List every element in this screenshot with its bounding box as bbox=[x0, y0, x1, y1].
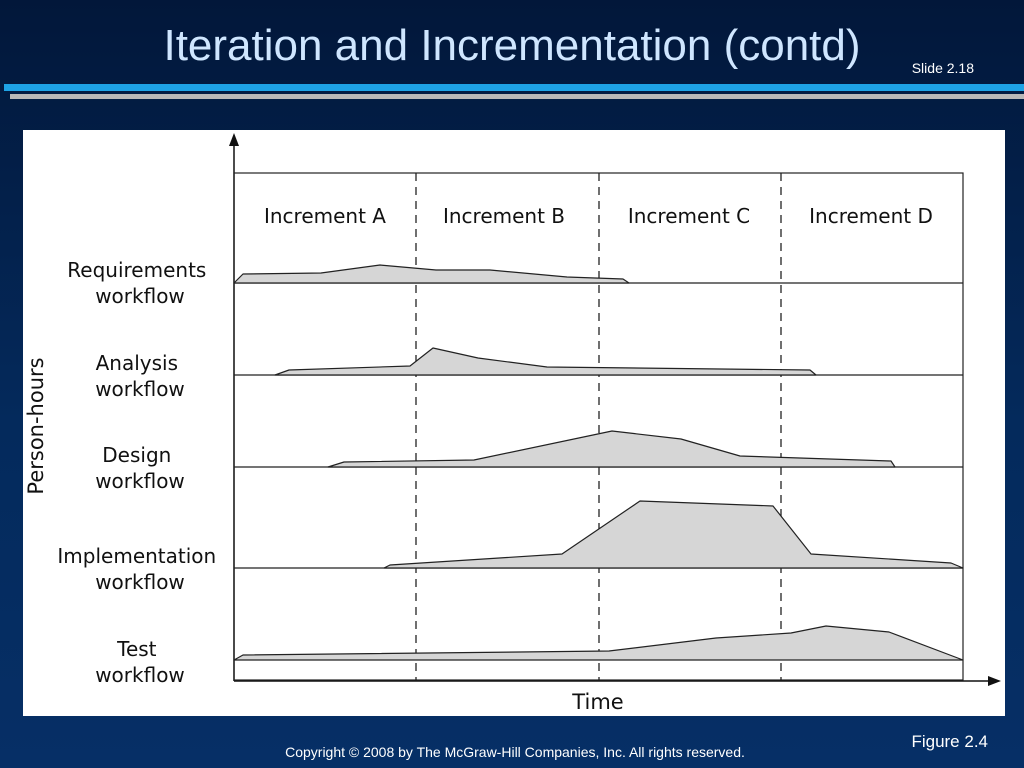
figure-caption: Figure 2.4 bbox=[911, 732, 988, 751]
slide-title: Iteration and Incrementation (contd) bbox=[163, 21, 861, 70]
implementation-workflow-curve bbox=[383, 500, 964, 569]
workflow-label: Requirements workflow bbox=[67, 258, 212, 308]
x-axis-label: Time bbox=[571, 690, 623, 714]
analysis-workflow-curve bbox=[274, 347, 817, 376]
increment-label: Increment D bbox=[809, 204, 933, 228]
design-workflow-curve bbox=[327, 430, 896, 468]
y-axis-label: Person-hours bbox=[24, 357, 48, 494]
increment-label: Increment A bbox=[264, 204, 386, 228]
increment-label: Increment C bbox=[628, 204, 750, 228]
workflow-label: Test workflow bbox=[95, 637, 185, 687]
figure-panel: Increment A Increment B Increment C Incr… bbox=[23, 130, 1005, 716]
workflow-label: Analysis workflow bbox=[95, 351, 185, 401]
workflow-label: Design workflow bbox=[95, 443, 185, 493]
increment-label: Increment B bbox=[443, 204, 565, 228]
copyright-notice: Copyright © 2008 by The McGraw-Hill Comp… bbox=[285, 744, 745, 760]
test-workflow-curve bbox=[233, 625, 964, 661]
title-rule-blue bbox=[4, 84, 1024, 91]
workflow-label: Implementation workflow bbox=[57, 544, 222, 594]
slide-number: Slide 2.18 bbox=[911, 60, 974, 76]
workflow-diagram: Increment A Increment B Increment C Incr… bbox=[24, 133, 1001, 714]
requirements-workflow-curve bbox=[233, 264, 630, 284]
y-axis-arrowhead bbox=[229, 133, 239, 146]
title-rule-gray bbox=[10, 94, 1024, 99]
x-axis-arrowhead bbox=[988, 676, 1001, 686]
